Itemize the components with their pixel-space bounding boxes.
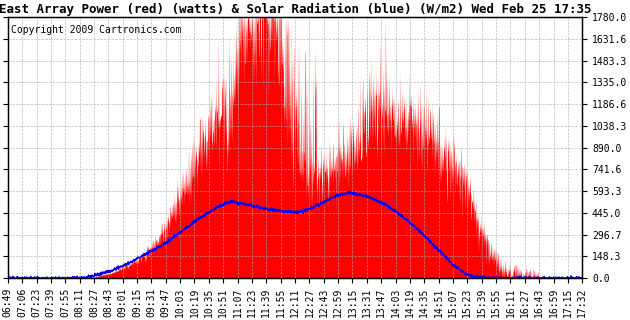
Title: East Array Power (red) (watts) & Solar Radiation (blue) (W/m2) Wed Feb 25 17:35: East Array Power (red) (watts) & Solar R…	[0, 3, 592, 16]
Text: Copyright 2009 Cartronics.com: Copyright 2009 Cartronics.com	[11, 25, 181, 35]
